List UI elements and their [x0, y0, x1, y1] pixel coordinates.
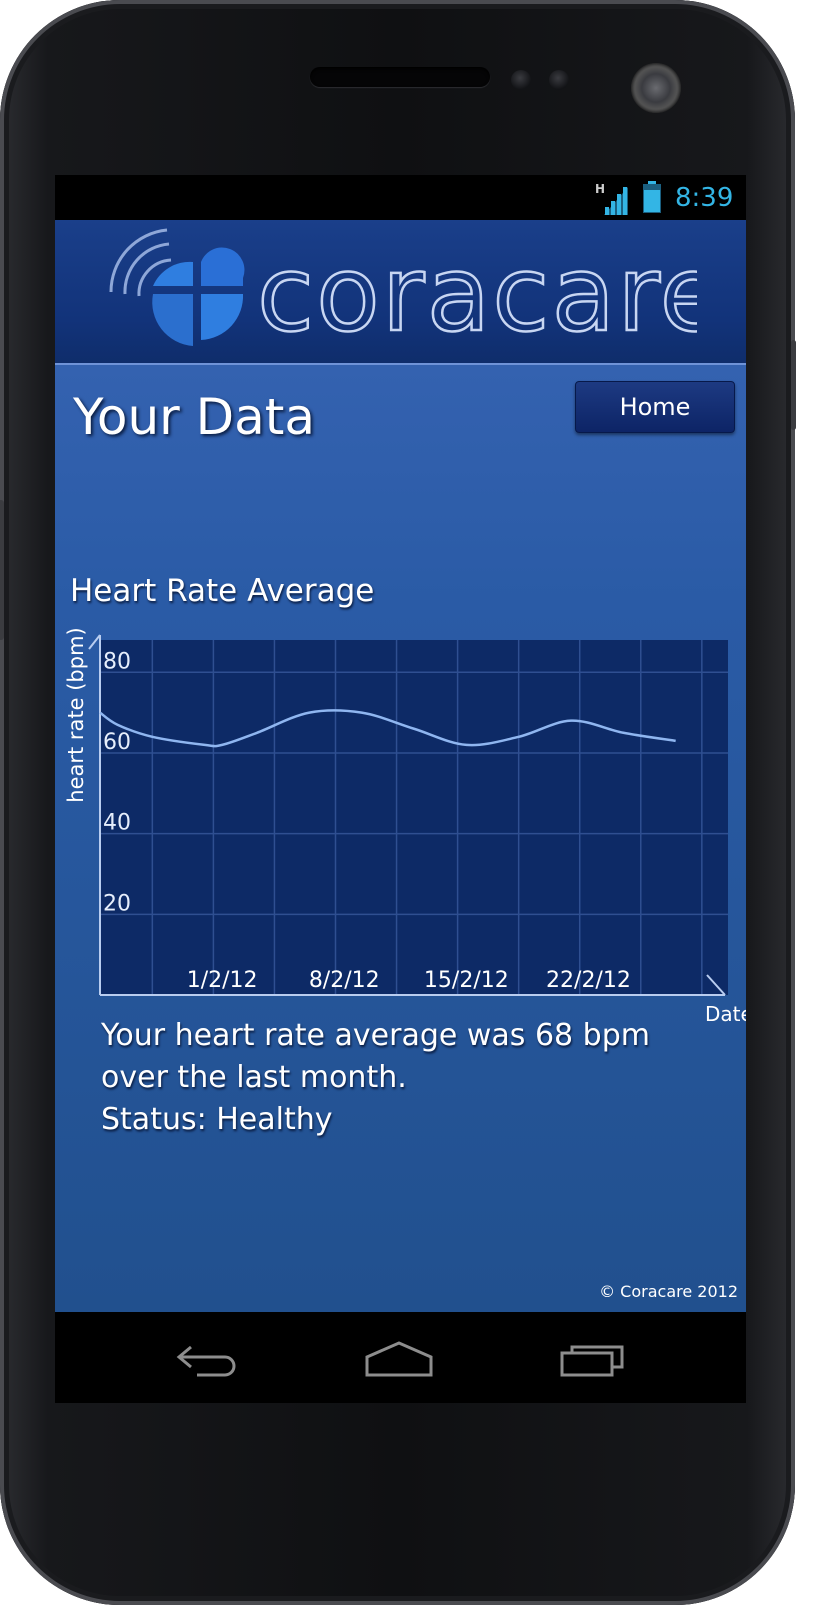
chart-axes	[88, 634, 726, 996]
brand-wordmark: coracare	[257, 233, 697, 355]
phone-frame: H 8:39	[0, 0, 796, 1605]
heart-cross-logo-icon	[109, 228, 172, 297]
x-tick-label-1: 8/2/12	[309, 968, 380, 993]
x-tick-labels: 1/2/12 8/2/12 15/2/12 22/2/12	[187, 968, 631, 993]
status-bar: H 8:39	[55, 175, 746, 220]
volume-button	[0, 500, 4, 640]
page-title: Your Data	[73, 388, 316, 446]
x-tick-label-0: 1/2/12	[187, 968, 258, 993]
x-tick-label-2: 15/2/12	[424, 968, 509, 993]
proximity-sensor	[511, 70, 531, 90]
x-axis-arrow	[706, 974, 726, 996]
chart-grid	[100, 640, 728, 995]
series-line-heart-rate	[99, 709, 676, 748]
chart-title: Heart Rate Average	[70, 573, 375, 609]
battery-icon	[643, 181, 661, 213]
home-icon[interactable]	[364, 1339, 434, 1379]
status-text: Status: Healthy	[101, 1102, 333, 1137]
navigation-bar	[55, 1312, 746, 1403]
network-type-label: H	[595, 182, 605, 196]
recent-apps-icon[interactable]	[558, 1339, 628, 1379]
coracare-logo: coracare	[109, 228, 697, 356]
home-button[interactable]: Home	[575, 381, 735, 433]
plot-area	[100, 640, 728, 995]
screen: H 8:39	[55, 175, 746, 1403]
light-sensor	[549, 70, 569, 90]
app-header: coracare	[55, 220, 746, 365]
summary-line-1: Your heart rate average was 68 bpm	[101, 1018, 650, 1053]
summary-line-2: over the last month.	[101, 1060, 407, 1095]
earpiece-speaker	[310, 67, 490, 87]
heart-cross-shape	[152, 247, 245, 346]
summary-text: Your heart rate average was 68 bpm over …	[101, 1015, 721, 1141]
status-clock: 8:39	[675, 183, 734, 213]
y-tick-label-0: 80	[103, 649, 131, 674]
y-tick-labels: 80 60 40 20	[103, 649, 131, 916]
heart-rate-chart: 80 60 40 20 1/2/12 8/2/12 15/2/12 22/2/12 hear…	[64, 627, 746, 1026]
y-tick-label-2: 40	[103, 811, 131, 836]
signal-icon: H	[595, 182, 628, 215]
back-arrow-icon[interactable]	[173, 1339, 243, 1379]
x-axis-label: Date	[705, 1002, 746, 1026]
y-axis-arrow	[88, 634, 101, 650]
app-content: coracare Your Data Home Heart Rate Avera…	[55, 220, 746, 1312]
y-tick-label-1: 60	[103, 730, 131, 755]
front-camera	[631, 63, 681, 113]
y-axis-label: heart rate (bpm)	[64, 627, 88, 802]
copyright-footer: © Coracare 2012	[599, 1282, 738, 1301]
y-tick-label-3: 20	[103, 891, 131, 916]
x-tick-label-3: 22/2/12	[546, 968, 631, 993]
power-button	[791, 340, 796, 430]
